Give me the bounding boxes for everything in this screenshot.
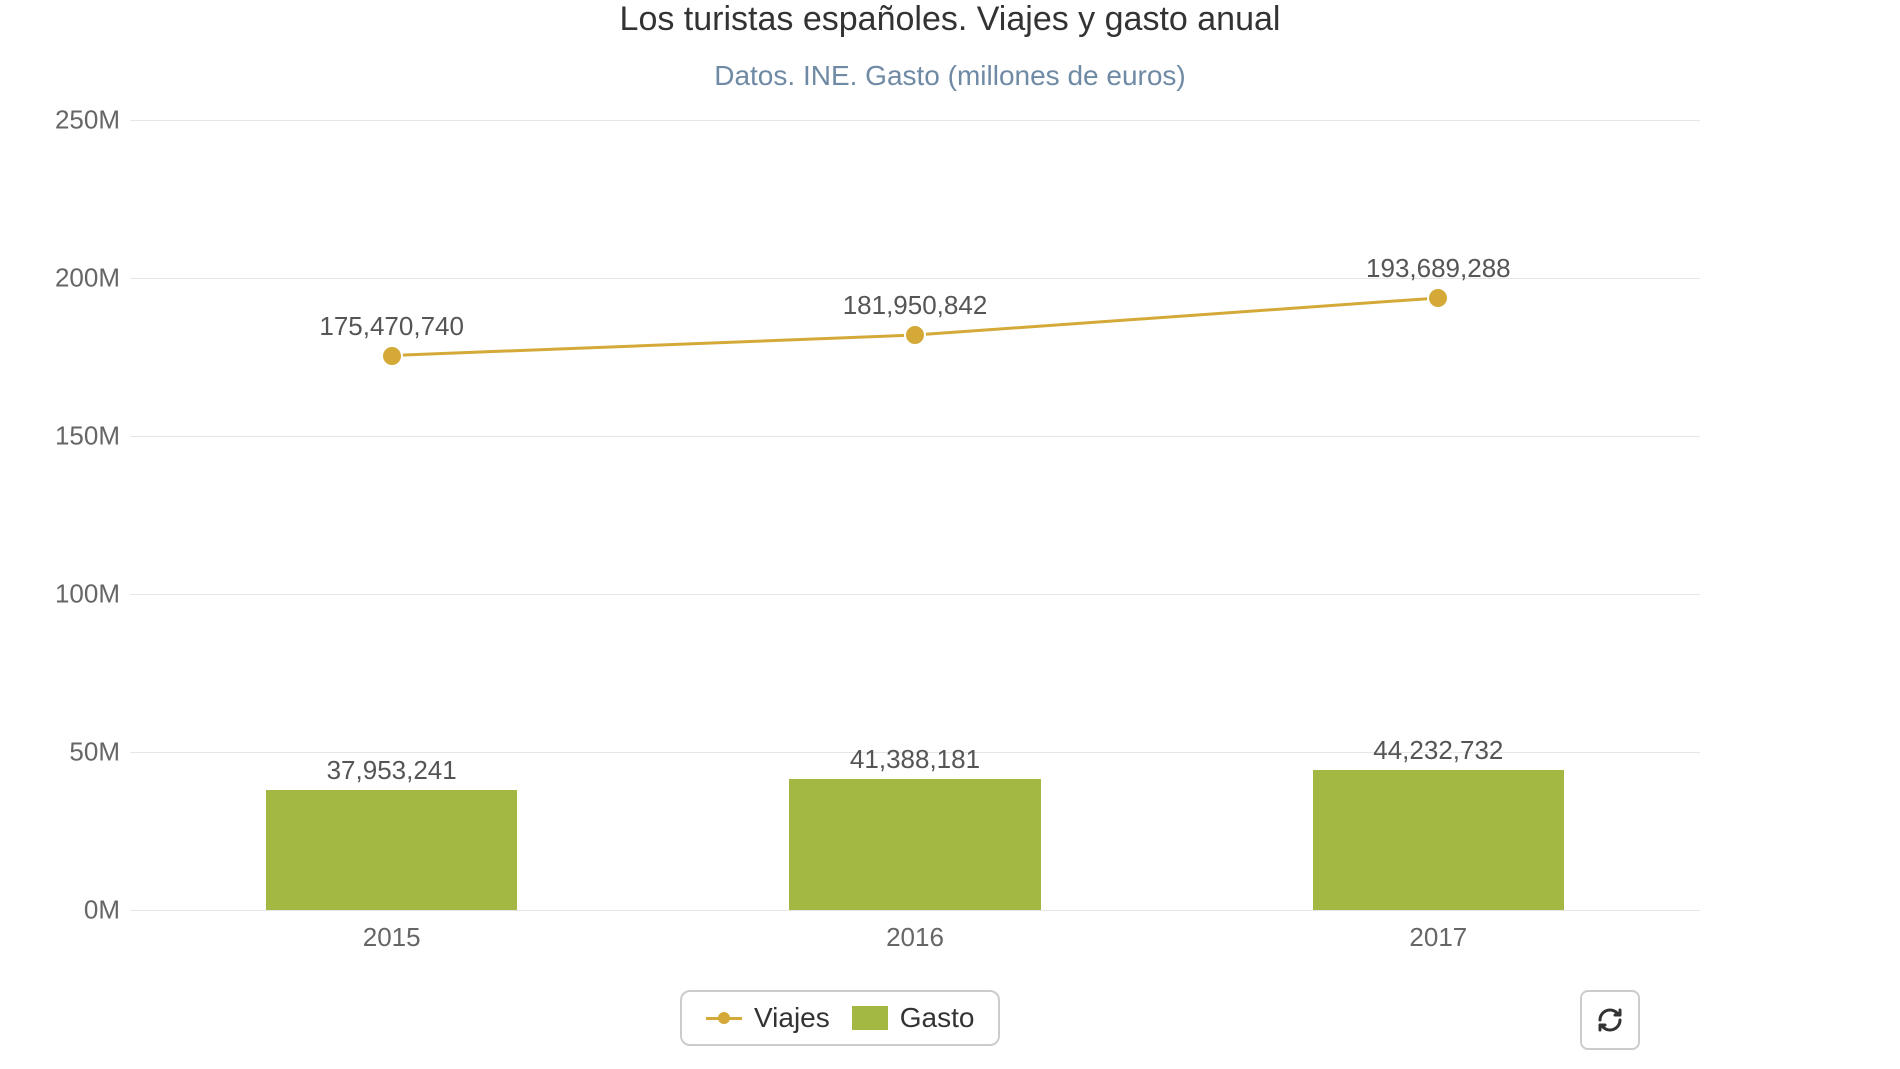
- bar[interactable]: [789, 779, 1040, 910]
- line-value-label: 175,470,740: [319, 311, 464, 342]
- y-tick-label: 150M: [20, 421, 120, 452]
- gridline: [130, 436, 1700, 437]
- reload-icon: [1595, 1005, 1625, 1035]
- plot-area: 0M50M100M150M200M250M20152016201737,953,…: [130, 120, 1700, 910]
- line-marker[interactable]: [904, 324, 926, 346]
- chart-container: Los turistas españoles. Viajes y gasto a…: [0, 0, 1900, 1069]
- gridline: [130, 594, 1700, 595]
- y-tick-label: 100M: [20, 579, 120, 610]
- bar-value-label: 37,953,241: [327, 755, 457, 786]
- legend-item-gasto[interactable]: Gasto: [852, 1002, 975, 1034]
- legend-bar-swatch: [852, 1006, 888, 1030]
- y-tick-label: 250M: [20, 105, 120, 136]
- line-marker[interactable]: [381, 345, 403, 367]
- line-value-label: 193,689,288: [1366, 253, 1511, 284]
- chart-title: Los turistas españoles. Viajes y gasto a…: [0, 0, 1900, 39]
- y-tick-label: 50M: [20, 737, 120, 768]
- y-tick-label: 0M: [20, 895, 120, 926]
- legend: Viajes Gasto: [680, 990, 1000, 1046]
- gridline: [130, 910, 1700, 911]
- bar-value-label: 44,232,732: [1373, 735, 1503, 766]
- gridline: [130, 120, 1700, 121]
- legend-line-dot-icon: [718, 1012, 730, 1024]
- legend-line-swatch: [706, 1017, 742, 1020]
- chart-subtitle: Datos. INE. Gasto (millones de euros): [0, 60, 1900, 92]
- line-value-label: 181,950,842: [843, 290, 988, 321]
- y-tick-label: 200M: [20, 263, 120, 294]
- bar[interactable]: [266, 790, 517, 910]
- x-tick-label: 2015: [363, 922, 421, 953]
- bar[interactable]: [1313, 770, 1564, 910]
- bar-value-label: 41,388,181: [850, 744, 980, 775]
- legend-label-gasto: Gasto: [900, 1002, 975, 1034]
- x-tick-label: 2016: [886, 922, 944, 953]
- reload-button[interactable]: [1580, 990, 1640, 1050]
- line-marker[interactable]: [1427, 287, 1449, 309]
- legend-label-viajes: Viajes: [754, 1002, 830, 1034]
- legend-item-viajes[interactable]: Viajes: [706, 1002, 830, 1034]
- x-tick-label: 2017: [1409, 922, 1467, 953]
